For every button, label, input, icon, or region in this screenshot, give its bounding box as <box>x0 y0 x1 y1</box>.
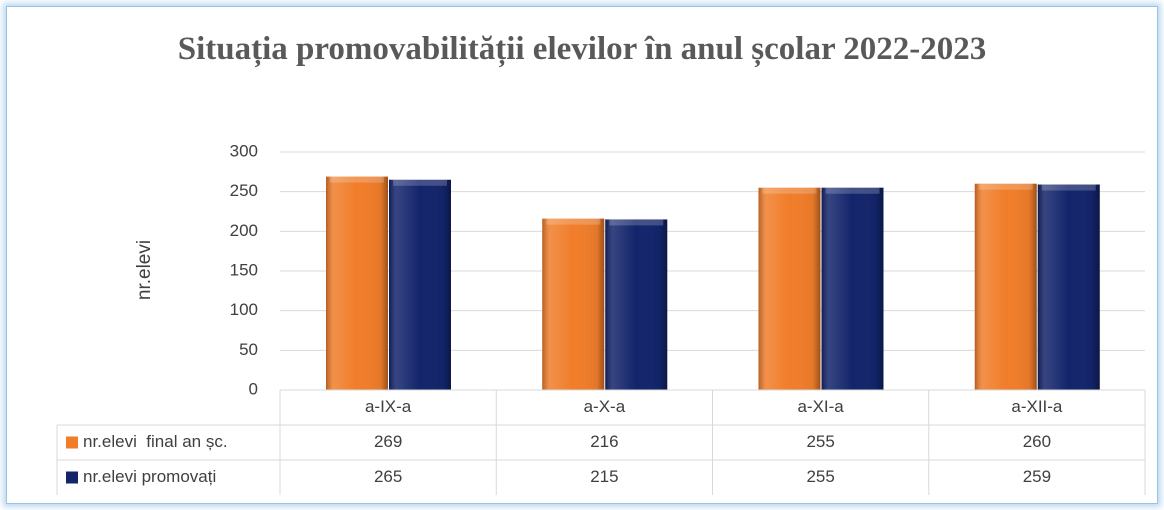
table-value: 216 <box>590 432 618 451</box>
bar-cap <box>1041 184 1096 191</box>
y-tick-label: 0 <box>249 379 258 398</box>
bar-shine <box>758 187 821 390</box>
bar-shine <box>974 183 1037 390</box>
y-tick-label: 300 <box>230 141 258 160</box>
y-tick-label: 50 <box>239 340 258 359</box>
legend-marker <box>66 436 78 449</box>
bar-shine <box>389 179 451 390</box>
table-value: 260 <box>1023 432 1051 451</box>
y-tick-label: 200 <box>230 221 258 240</box>
table-value: 215 <box>590 467 618 486</box>
y-axis-label: nr.elevi <box>134 240 155 300</box>
bar-cap <box>546 218 601 225</box>
bar-cap <box>762 187 817 194</box>
legend-marker <box>66 471 78 484</box>
bar-shine <box>326 176 388 390</box>
y-tick-label: 150 <box>230 260 258 279</box>
x-tick-label: a-X-a <box>584 397 626 416</box>
bar-shine <box>542 218 605 390</box>
bar-shine <box>821 187 884 390</box>
table-value: 255 <box>806 467 834 486</box>
table-value: 269 <box>374 432 402 451</box>
bar-shine <box>1037 184 1100 390</box>
table-value: 265 <box>374 467 402 486</box>
x-tick-label: a-IX-a <box>365 397 412 416</box>
bar-cap <box>393 179 447 186</box>
table-value: 259 <box>1023 467 1051 486</box>
table-value: 255 <box>806 432 834 451</box>
bar-cap <box>978 183 1033 190</box>
bar-cap <box>825 187 880 194</box>
x-tick-label: a-XI-a <box>797 397 844 416</box>
legend-label: nr.elevi final an șc. <box>83 432 228 451</box>
y-tick-label: 250 <box>230 181 258 200</box>
bar-shine <box>605 219 668 390</box>
chart-title: Situația promovabilității elevilor în an… <box>177 31 987 67</box>
bar-cap <box>330 176 384 183</box>
y-tick-label: 100 <box>230 300 258 319</box>
bar-cap <box>609 219 664 226</box>
legend-label: nr.elevi promovați <box>83 467 216 486</box>
x-tick-label: a-XII-a <box>1011 397 1063 416</box>
